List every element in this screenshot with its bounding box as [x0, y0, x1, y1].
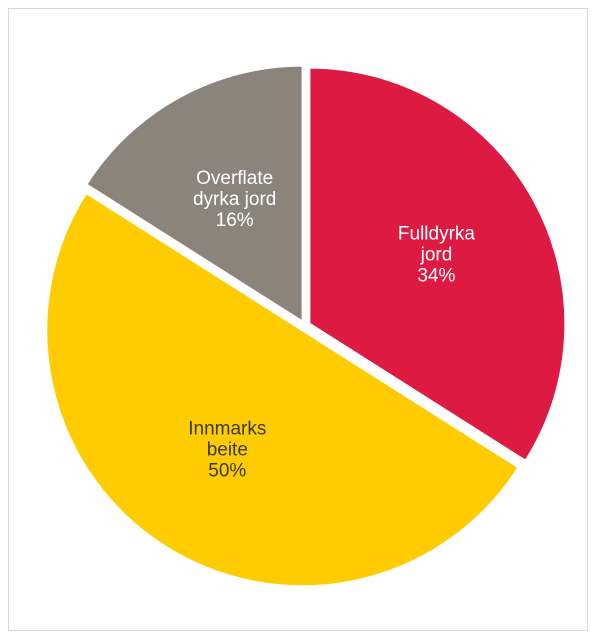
- slice-label-0: Fulldyrka jord 34%: [398, 224, 476, 287]
- pie-slice-2: [85, 64, 304, 324]
- slice-name-line: Innmarks: [188, 418, 266, 439]
- slice-label-1: Innmarks beite 50%: [188, 418, 266, 481]
- pie-slice-0: [308, 66, 567, 463]
- slice-label-2: Overflate dyrka jord 16%: [193, 168, 276, 231]
- slice-name-line: Overflate: [196, 168, 273, 189]
- slice-percent-label: 50%: [208, 460, 246, 481]
- pie-slice-1: [45, 191, 520, 588]
- slice-name-line: dyrka jord: [193, 189, 276, 210]
- slice-name-line: beite: [207, 439, 248, 460]
- slice-percent-label: 16%: [216, 210, 254, 231]
- slice-name-line: jord: [420, 245, 453, 266]
- slice-name-line: Fulldyrka: [398, 224, 476, 245]
- slice-percent-label: 34%: [417, 266, 455, 287]
